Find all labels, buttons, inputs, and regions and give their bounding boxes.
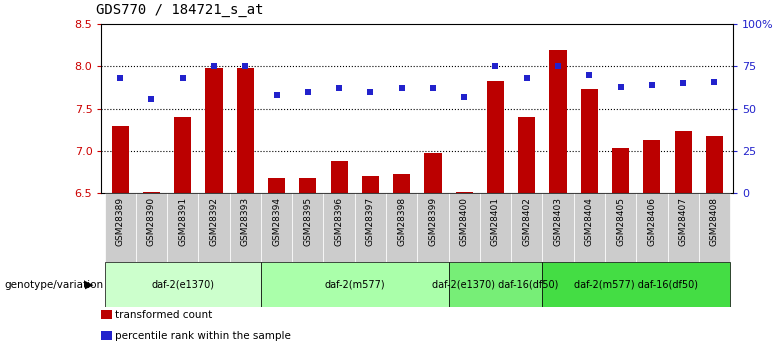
Bar (105, 262, 261, 307)
Text: GSM28407: GSM28407 (679, 197, 688, 246)
Bar (101, 310, 112, 319)
Text: GDS770 / 184721_s_at: GDS770 / 184721_s_at (96, 3, 263, 17)
Bar (229, 193, 261, 262)
Bar (174, 117, 191, 193)
Point (646, 82, 658, 88)
Text: GSM28396: GSM28396 (335, 197, 344, 246)
Bar (236, 68, 254, 193)
Bar (675, 131, 692, 193)
Text: GSM28398: GSM28398 (397, 197, 406, 246)
Bar (101, 331, 112, 340)
Text: GSM28405: GSM28405 (616, 197, 625, 246)
Bar (581, 89, 598, 193)
Text: GSM28399: GSM28399 (428, 197, 438, 246)
Text: GSM28389: GSM28389 (115, 197, 125, 246)
Bar (386, 193, 417, 262)
Text: GSM28392: GSM28392 (210, 197, 218, 246)
Point (364, 89, 377, 95)
Point (458, 94, 470, 100)
Bar (324, 193, 355, 262)
Text: genotype/variation: genotype/variation (4, 280, 103, 289)
Bar (355, 193, 386, 262)
Text: transformed count: transformed count (115, 310, 213, 319)
Bar (261, 262, 448, 307)
Point (520, 76, 533, 81)
Point (145, 96, 158, 101)
Bar (268, 178, 285, 193)
Text: daf-2(e1370): daf-2(e1370) (151, 280, 214, 289)
Text: GSM28404: GSM28404 (585, 197, 594, 246)
Bar (573, 193, 605, 262)
Bar (511, 193, 542, 262)
Point (176, 76, 189, 81)
Point (551, 63, 564, 69)
Text: GSM28401: GSM28401 (491, 197, 500, 246)
Bar (417, 193, 448, 262)
Point (114, 76, 126, 81)
Bar (198, 193, 229, 262)
Bar (261, 193, 292, 262)
Text: GSM28406: GSM28406 (647, 197, 657, 246)
Bar (699, 193, 730, 262)
Bar (448, 193, 480, 262)
Bar (167, 193, 198, 262)
Point (395, 86, 408, 91)
Text: GSM28391: GSM28391 (178, 197, 187, 246)
Text: daf-2(e1370) daf-16(df50): daf-2(e1370) daf-16(df50) (432, 280, 558, 289)
Text: GSM28393: GSM28393 (241, 197, 250, 246)
Bar (644, 140, 661, 193)
Bar (300, 178, 317, 193)
Text: GSM28400: GSM28400 (459, 197, 469, 246)
Bar (605, 193, 636, 262)
Point (207, 63, 220, 69)
Text: GSM28390: GSM28390 (147, 197, 156, 246)
Bar (448, 262, 542, 307)
Text: GSM28403: GSM28403 (554, 197, 562, 246)
Text: GSM28395: GSM28395 (303, 197, 312, 246)
Text: ▶: ▶ (85, 280, 94, 289)
Bar (136, 193, 167, 262)
Bar (668, 193, 699, 262)
Bar (636, 193, 668, 262)
Point (677, 80, 690, 86)
Bar (542, 262, 730, 307)
Bar (518, 117, 535, 193)
Bar (612, 148, 629, 193)
Point (583, 72, 596, 78)
Point (489, 63, 502, 69)
Bar (112, 126, 129, 193)
Point (615, 84, 627, 89)
Bar (480, 193, 511, 262)
Bar (549, 49, 566, 193)
Bar (542, 193, 573, 262)
Bar (105, 193, 136, 262)
Bar (331, 161, 348, 193)
Bar (424, 152, 441, 193)
Text: GSM28394: GSM28394 (272, 197, 281, 246)
Bar (205, 68, 222, 193)
Point (302, 89, 314, 95)
Bar (487, 81, 504, 193)
Point (333, 86, 346, 91)
Point (708, 79, 721, 85)
Text: percentile rank within the sample: percentile rank within the sample (115, 331, 291, 341)
Text: GSM28408: GSM28408 (710, 197, 719, 246)
Bar (362, 176, 379, 193)
Text: daf-2(m577): daf-2(m577) (324, 280, 385, 289)
Text: daf-2(m577) daf-16(df50): daf-2(m577) daf-16(df50) (574, 280, 698, 289)
Bar (393, 174, 410, 193)
Bar (292, 193, 324, 262)
Bar (706, 136, 723, 193)
Point (239, 63, 251, 69)
Text: GSM28397: GSM28397 (366, 197, 375, 246)
Text: GSM28402: GSM28402 (523, 197, 531, 246)
Point (271, 92, 283, 98)
Point (427, 86, 439, 91)
